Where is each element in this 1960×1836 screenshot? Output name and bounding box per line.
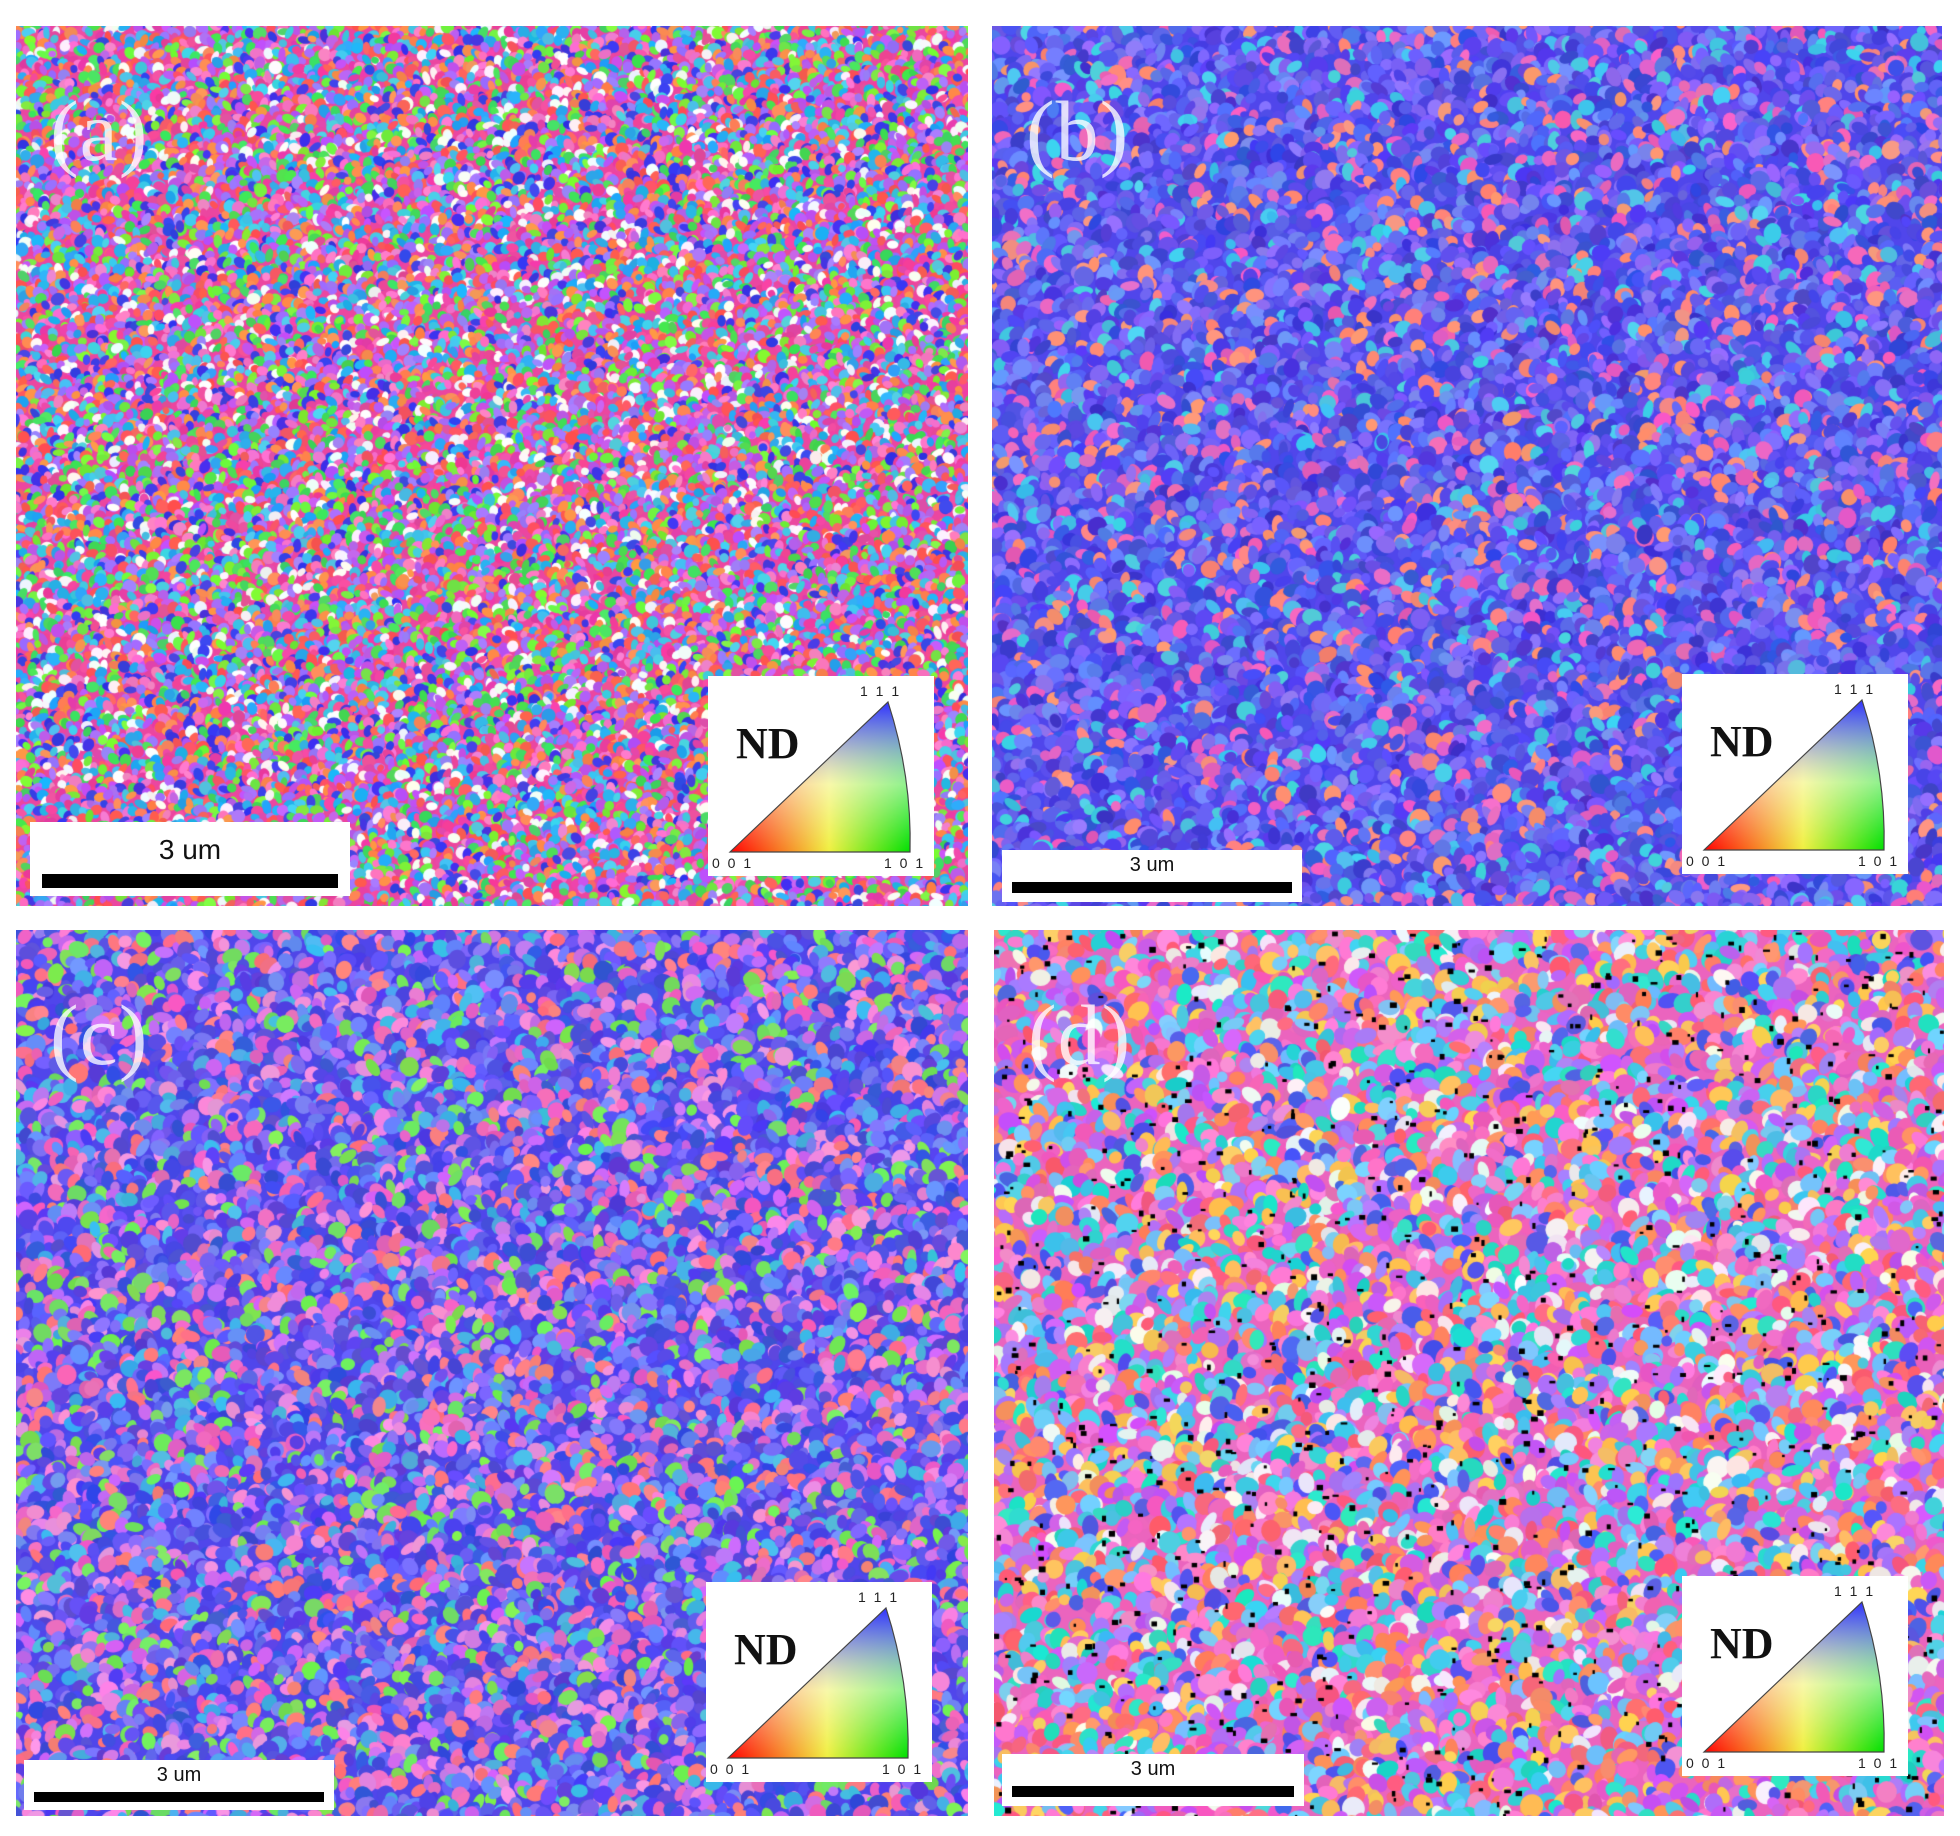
- ipf-legend-c: ND 1 1 1 0 0 1 1 0 1: [706, 1582, 932, 1782]
- ipf-triangle-d: [1702, 1600, 1885, 1753]
- ipf-legend-d: ND 1 1 1 0 0 1 1 0 1: [1682, 1576, 1908, 1776]
- scale-bar-b: [1012, 882, 1292, 893]
- scale-bar-box-c: 3 um: [24, 1760, 334, 1810]
- panel-label-b: (b): [1026, 83, 1130, 179]
- ipf-legend-b: ND 1 1 1 0 0 1 1 0 1: [1682, 674, 1908, 874]
- panel-c: (c) 3 um: [16, 930, 968, 1816]
- pole-001-b: 0 0 1: [1686, 853, 1728, 869]
- panel-d: (d) 3 um: [994, 930, 1944, 1816]
- pole-111-d: 1 1 1: [1834, 1583, 1876, 1599]
- panel-label-d: (d): [1028, 987, 1132, 1083]
- scale-bar-c: [34, 1792, 324, 1802]
- pole-001-d: 0 0 1: [1686, 1755, 1728, 1771]
- pole-111-b: 1 1 1: [1834, 681, 1876, 697]
- panel-label-c: (c): [50, 987, 149, 1083]
- scale-bar-a: [42, 874, 338, 888]
- panel-label-a: (a): [50, 83, 149, 179]
- pole-101-c: 1 0 1: [882, 1761, 924, 1777]
- scale-bar-box-a: 3 um: [30, 822, 350, 896]
- scale-text-c: 3 um: [156, 1764, 202, 1786]
- pole-001-a: 0 0 1: [712, 855, 754, 871]
- ipf-triangle-c: [726, 1606, 909, 1759]
- pole-101-b: 1 0 1: [1858, 853, 1900, 869]
- panel-a: (a) 3 um: [16, 26, 968, 906]
- scale-text-d: 3 um: [1130, 1758, 1176, 1780]
- panel-b: (b) 3 um: [992, 26, 1942, 906]
- ipf-triangle-b: [1702, 698, 1885, 851]
- scale-text-a: 3 um: [158, 834, 222, 865]
- pole-111-a: 1 1 1: [860, 683, 902, 699]
- nd-label-c: ND: [734, 1625, 798, 1674]
- scale-bar-box-b: 3 um: [1002, 850, 1302, 902]
- nd-label-a: ND: [736, 719, 800, 768]
- pole-101-d: 1 0 1: [1858, 1755, 1900, 1771]
- pole-111-c: 1 1 1: [858, 1589, 900, 1605]
- pole-001-c: 0 0 1: [710, 1761, 752, 1777]
- scale-bar-d: [1012, 1786, 1294, 1797]
- nd-label-b: ND: [1710, 717, 1774, 766]
- pole-101-a: 1 0 1: [884, 855, 926, 871]
- nd-label-d: ND: [1710, 1619, 1774, 1668]
- scale-text-b: 3 um: [1129, 854, 1175, 876]
- ipf-legend-a: ND 1 1 1 0 0 1 1 0 1: [708, 676, 934, 876]
- scale-bar-box-d: 3 um: [1002, 1754, 1304, 1806]
- ipf-triangle-a: [728, 700, 911, 853]
